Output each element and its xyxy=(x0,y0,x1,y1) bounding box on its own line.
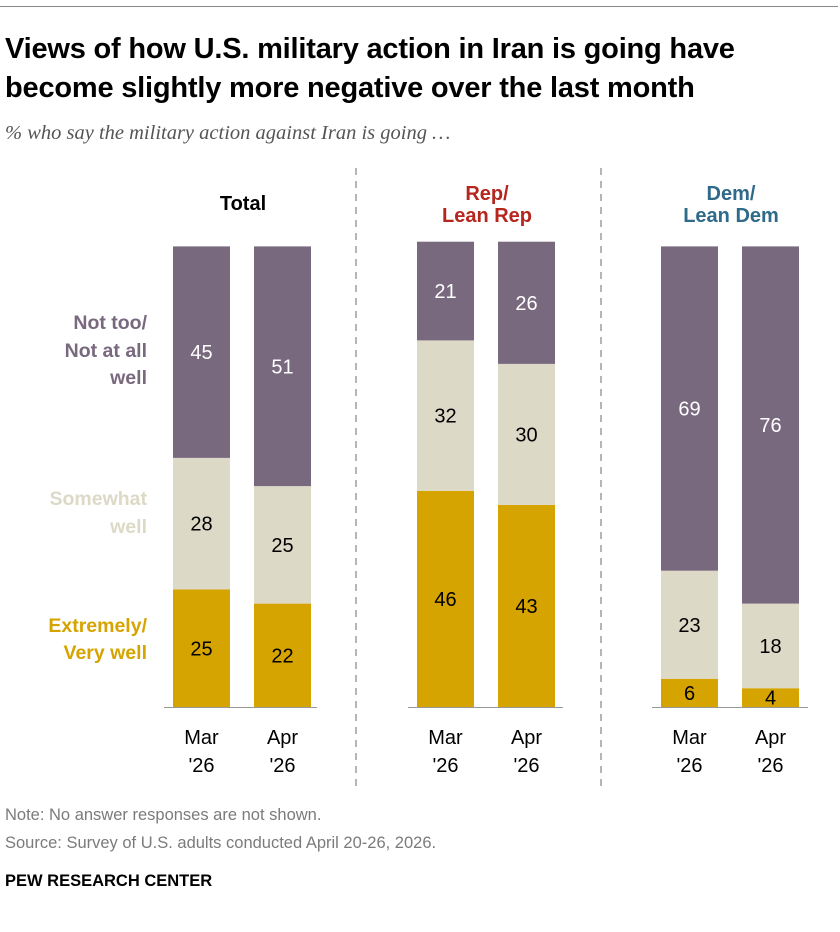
x-tick-1-2-line-1: Apr xyxy=(267,727,298,749)
series-label-somewhat-line-2: well xyxy=(109,516,147,538)
data-label-1-1-somewhat: 28 xyxy=(190,514,212,536)
x-tick-2-1-line-1: Mar xyxy=(428,727,463,749)
data-label-1-2-not_well: 51 xyxy=(271,356,293,378)
x-tick-1-1-line-2: '26 xyxy=(188,755,214,777)
x-tick-2-2-line-1: Apr xyxy=(511,727,542,749)
bar-2-1-very_well xyxy=(417,490,474,707)
x-tick-2-2-line-2: '26 xyxy=(513,755,539,777)
bar-2-1-somewhat xyxy=(417,340,474,491)
bar-3-2-very_well xyxy=(742,688,799,707)
source-text: Source: Survey of U.S. adults conducted … xyxy=(5,834,437,852)
data-label-1-1-very_well: 25 xyxy=(190,638,212,660)
bar-1-1-very_well xyxy=(173,589,230,707)
data-label-2-2-somewhat: 30 xyxy=(515,424,537,446)
chart-title: Views of how U.S. military action in Ira… xyxy=(5,33,735,104)
panel-title-2-line-2: Lean Rep xyxy=(442,205,532,227)
x-tick-3-1-line-1: Mar xyxy=(672,727,707,749)
series-label-somewhat-line-1: Somewhat xyxy=(49,488,147,510)
data-label-2-1-very_well: 46 xyxy=(434,589,456,611)
series-label-not_well-line-3: well xyxy=(109,367,147,389)
x-tick-2-1-line-2: '26 xyxy=(432,755,458,777)
bar-3-2-not_well xyxy=(742,246,799,604)
panel-title-1-line-1: Total xyxy=(220,193,266,215)
data-label-2-1-not_well: 21 xyxy=(434,281,456,303)
bar-3-1-very_well xyxy=(661,678,718,707)
pew-logo-text: PEW RESEARCH CENTER xyxy=(5,872,213,890)
data-label-3-2-not_well: 76 xyxy=(759,415,781,437)
data-label-2-2-not_well: 26 xyxy=(515,293,537,315)
series-label-very_well-line-1: Extremely/ xyxy=(48,615,147,637)
bar-1-2-somewhat xyxy=(254,486,311,604)
bar-1-2-very_well xyxy=(254,603,311,707)
data-label-3-2-very_well: 4 xyxy=(765,688,776,710)
data-label-3-1-somewhat: 23 xyxy=(678,615,700,637)
series-label-not_well-line-2: Not at all xyxy=(65,340,147,362)
series-label-not_well-line-1: Not too/ xyxy=(73,312,147,334)
bar-1-1-somewhat xyxy=(173,457,230,590)
data-label-2-2-very_well: 43 xyxy=(515,596,537,618)
series-label-very_well-line-2: Very well xyxy=(64,642,147,664)
data-label-3-1-very_well: 6 xyxy=(684,683,695,705)
x-tick-1-1-line-1: Mar xyxy=(184,727,219,749)
x-tick-3-2-line-1: Apr xyxy=(755,727,786,749)
data-label-2-1-somewhat: 32 xyxy=(434,406,456,428)
note-text: Note: No answer responses are not shown. xyxy=(5,806,322,824)
chart-subtitle: % who say the military action against Ir… xyxy=(5,122,451,144)
bar-2-1-not_well xyxy=(417,241,474,341)
x-tick-3-2-line-2: '26 xyxy=(757,755,783,777)
bar-3-2-somewhat xyxy=(742,603,799,689)
top-rule xyxy=(0,6,838,7)
bar-3-1-somewhat xyxy=(661,570,718,679)
bar-3-1-not_well xyxy=(661,246,718,571)
bar-2-2-very_well xyxy=(498,504,555,707)
data-label-3-1-not_well: 69 xyxy=(678,399,700,421)
data-label-1-1-not_well: 45 xyxy=(190,342,212,364)
panel-title-2-line-1: Rep/ xyxy=(465,183,509,205)
bar-2-2-somewhat xyxy=(498,363,555,505)
panel-title-3-line-2: Lean Dem xyxy=(683,205,779,227)
x-tick-3-1-line-2: '26 xyxy=(676,755,702,777)
bar-2-2-not_well xyxy=(498,241,555,364)
bar-1-1-not_well xyxy=(173,246,230,458)
x-tick-1-2-line-2: '26 xyxy=(269,755,295,777)
data-label-1-2-somewhat: 25 xyxy=(271,535,293,557)
data-label-1-2-very_well: 22 xyxy=(271,645,293,667)
panel-title-3-line-1: Dem/ xyxy=(707,183,756,205)
data-label-3-2-somewhat: 18 xyxy=(759,636,781,658)
bar-1-2-not_well xyxy=(254,246,311,487)
